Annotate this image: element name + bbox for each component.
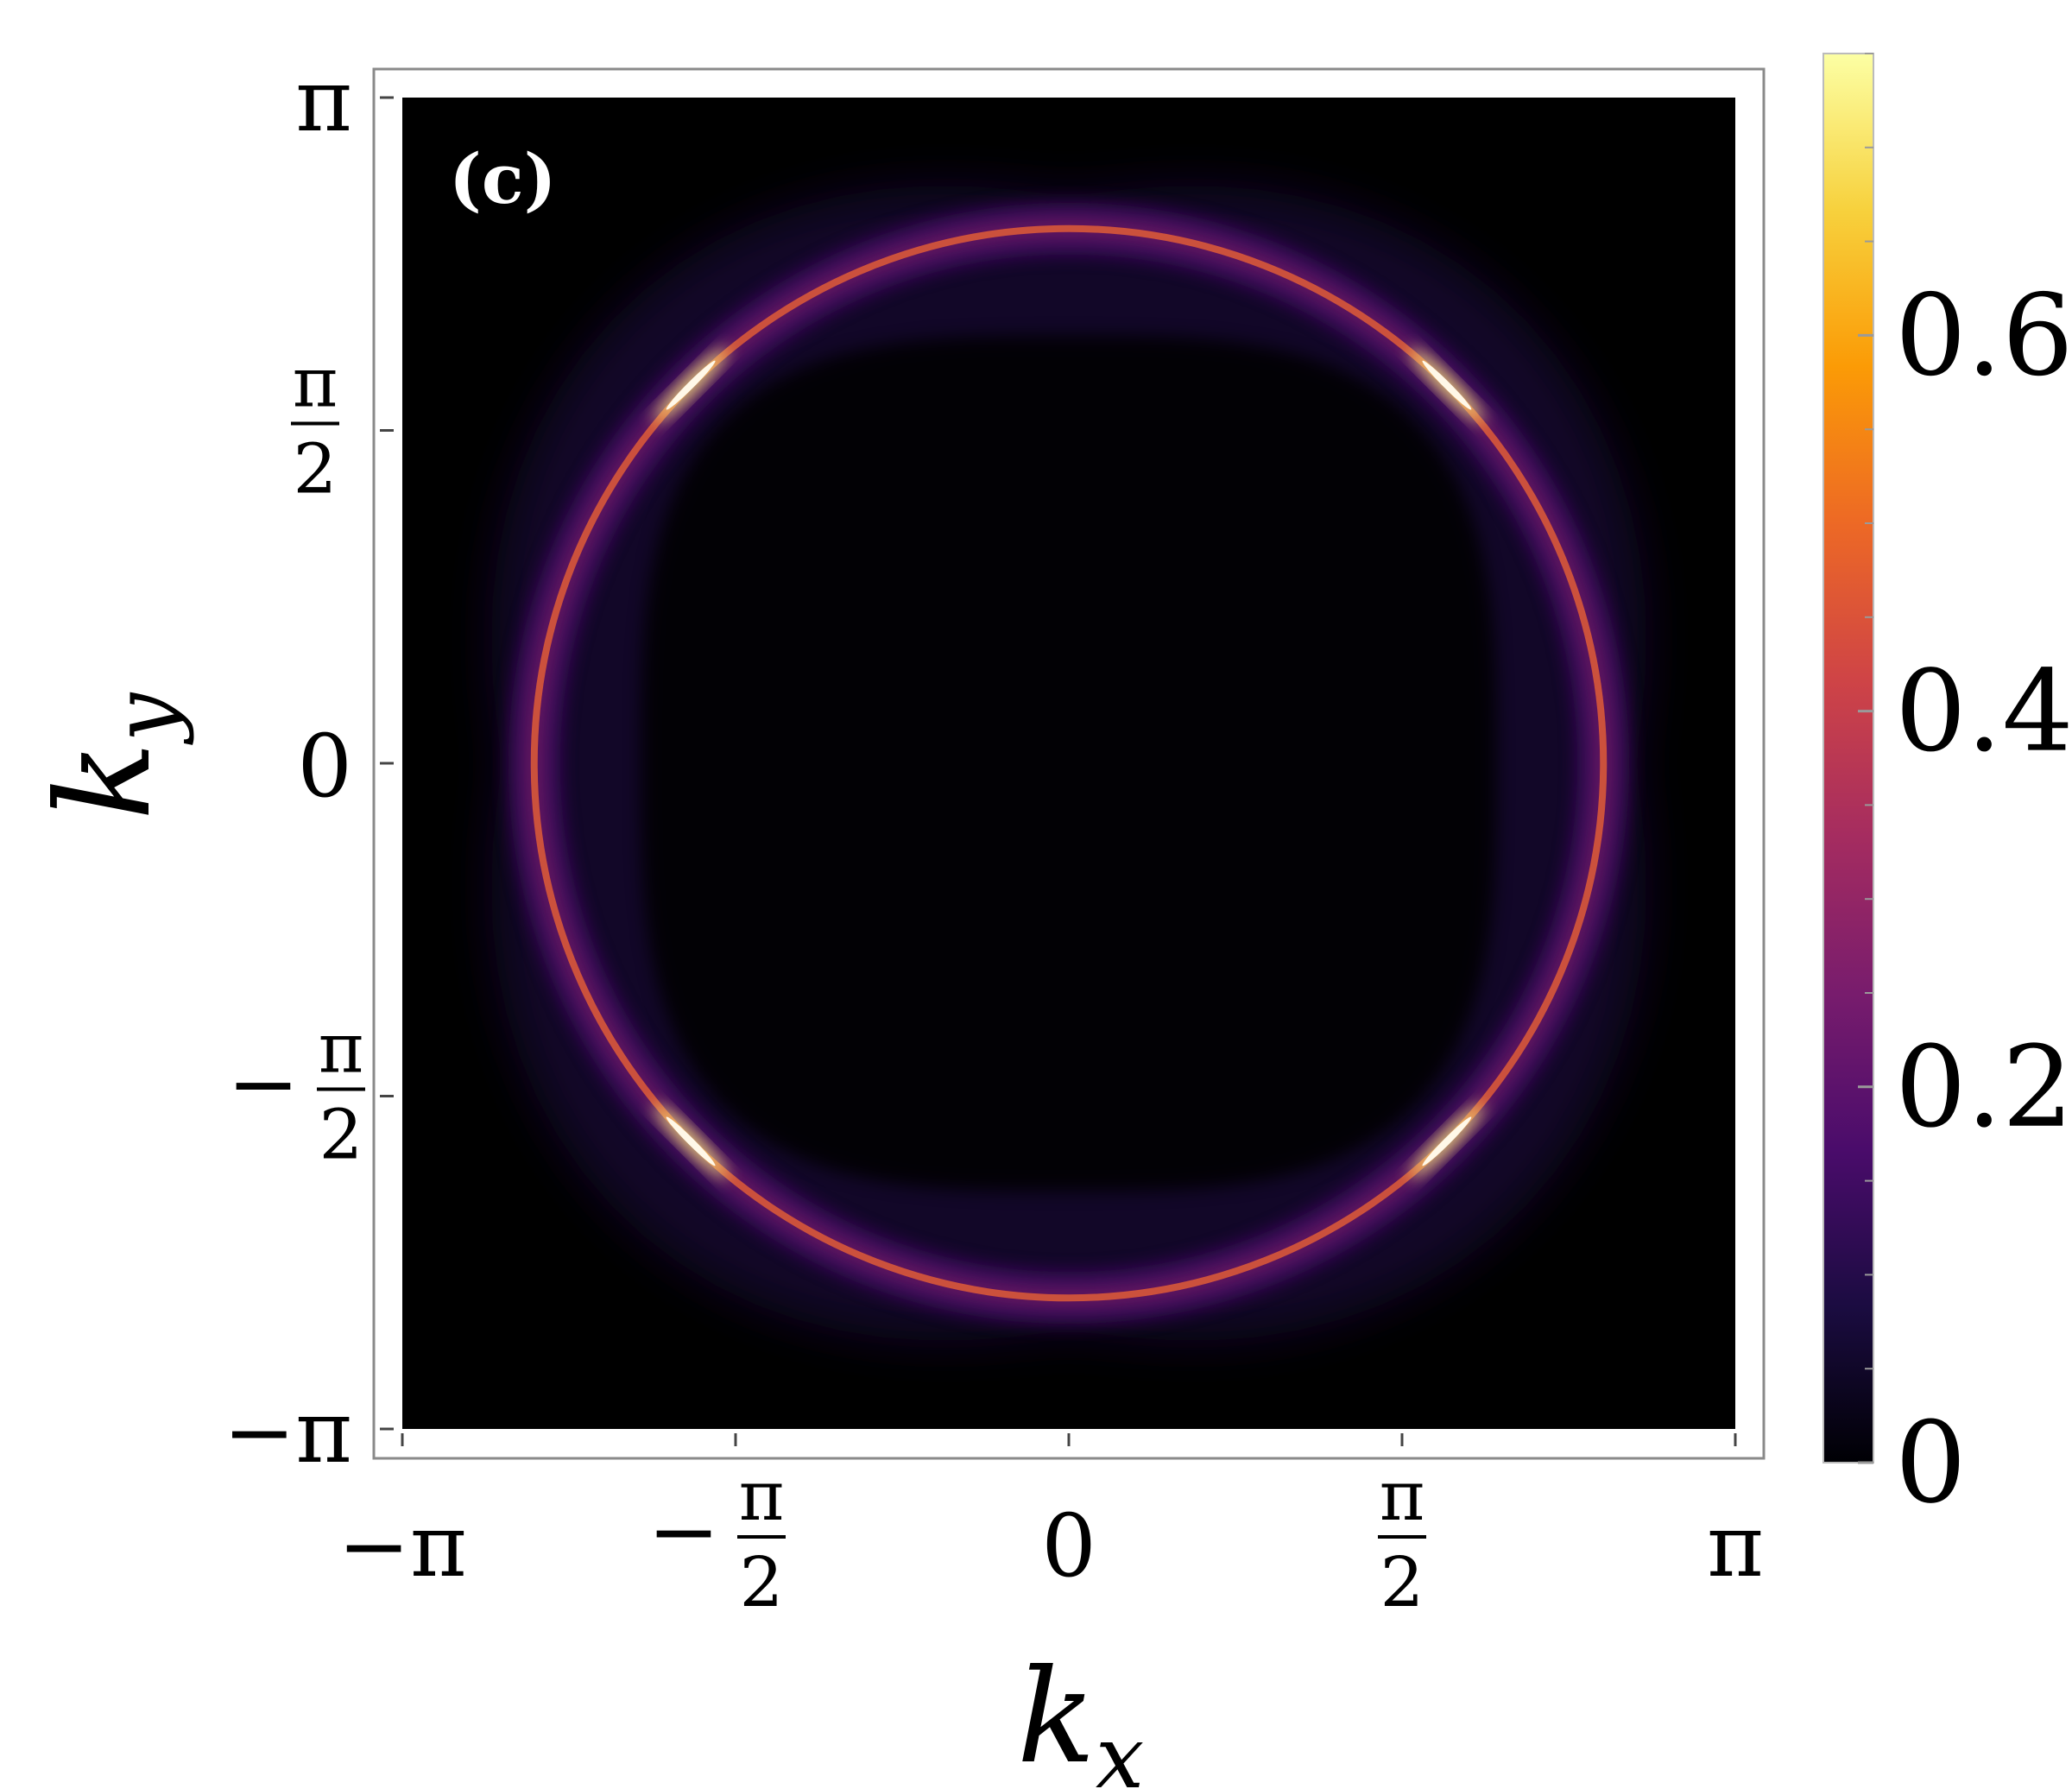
y-tick-label-sign: −: [227, 1034, 300, 1135]
y-tick-label-text: π: [295, 50, 352, 151]
x-tick-label: −π: [338, 1495, 467, 1596]
y-axis-label: ky: [29, 692, 195, 820]
colorbar-tick-label: 0.2: [1895, 1021, 2072, 1153]
y-tick-label-text: 0: [297, 716, 352, 817]
y-tick-label-numerator: π: [293, 342, 338, 422]
y-tick-label: −π: [223, 1381, 352, 1482]
x-tick-label: π: [1707, 1495, 1764, 1596]
y-axis-label-main: k: [29, 742, 180, 820]
x-axis-label-main: k: [1017, 1642, 1096, 1789]
x-tick-label-text: −π: [338, 1495, 467, 1596]
x-axis-label: kx: [1017, 1642, 1144, 1789]
y-tick-label: π2: [291, 342, 339, 509]
heatmap-layer: [491, 186, 1646, 1341]
x-tick-label: 0: [1041, 1495, 1096, 1596]
y-tick-label: 0: [297, 716, 352, 817]
ring-hotspot: [1409, 348, 1484, 423]
y-tick-label: − π2: [227, 1008, 365, 1175]
y-tick-label: π: [295, 50, 352, 151]
ring-hotspot: [1409, 1103, 1484, 1179]
x-tick-label: − π2: [648, 1456, 786, 1622]
x-tick-label-text: π: [1707, 1495, 1764, 1596]
panel-label: (c): [449, 138, 556, 219]
hotspot-core: [666, 1116, 716, 1166]
colorbar-ticks: 0 0.2 0.4 0.6: [1858, 53, 2072, 1528]
x-tick-label-denominator: 2: [740, 1542, 784, 1622]
ring-hotspot: [654, 348, 729, 423]
y-tick-label-denominator: 2: [294, 428, 338, 509]
colorbar-tick-label: 0: [1895, 1397, 1967, 1528]
x-tick-label: π2: [1378, 1456, 1427, 1622]
colorbar-tick-label: 0.6: [1895, 269, 2072, 401]
x-axis-label-sub: x: [1096, 1707, 1144, 1789]
y-tick-label-denominator: 2: [319, 1095, 363, 1175]
colorbar-tick-label: 0.4: [1895, 646, 2072, 777]
x-axis: −π − π2 0 π2 π: [338, 1433, 1764, 1622]
hotspot-core: [1422, 360, 1472, 410]
inner-dark-region: [641, 335, 1497, 1192]
colorbar: [1822, 53, 1874, 1463]
x-tick-label-denominator: 2: [1380, 1542, 1424, 1622]
ring-hotspot: [654, 1103, 729, 1179]
y-axis-label-sub: y: [94, 692, 195, 745]
x-tick-label-numerator: π: [739, 1456, 785, 1536]
hotspot-core: [666, 360, 716, 410]
y-tick-label-numerator: π: [319, 1008, 364, 1089]
x-tick-label-text: 0: [1041, 1495, 1096, 1596]
x-tick-label-numerator: π: [1380, 1456, 1425, 1536]
hotspot-core: [1422, 1116, 1472, 1166]
y-tick-label-text: −π: [223, 1381, 352, 1482]
x-tick-label-sign: −: [648, 1481, 720, 1582]
main-ring-soft: [525, 219, 1613, 1307]
